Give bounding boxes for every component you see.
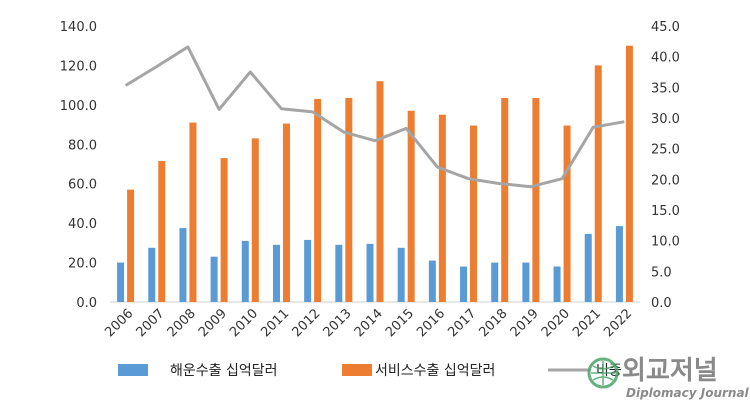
watermark-title: 외교저널 <box>622 356 718 386</box>
shipping-export-bar <box>241 240 249 302</box>
share-line <box>124 45 625 189</box>
shipping-export-bar <box>460 266 468 302</box>
service-export-bar <box>532 97 540 302</box>
x-tick-label: 2006 <box>102 306 136 340</box>
x-tick-label: 2008 <box>165 306 199 340</box>
shipping-export-bar <box>428 260 436 302</box>
right-tick-label: 30.0 <box>651 112 680 127</box>
right-tick-label: 15.0 <box>651 204 680 219</box>
shipping-export-bar <box>366 243 374 302</box>
left-tick-label: 120.0 <box>60 59 97 74</box>
x-tick-label: 2017 <box>445 306 479 340</box>
right-tick-label: 20.0 <box>651 173 680 188</box>
left-tick-label: 60.0 <box>68 178 97 193</box>
shipping-export-bar <box>615 226 623 302</box>
shipping-export-bar <box>179 228 187 302</box>
service-export-bar <box>251 138 259 302</box>
service-export-bar <box>438 114 446 302</box>
service-export-bar <box>314 98 322 302</box>
service-export-bar <box>470 125 478 302</box>
left-tick-label: 80.0 <box>68 138 97 153</box>
service-export-bar <box>407 110 415 303</box>
right-tick-label: 35.0 <box>651 81 680 96</box>
legend-label-service: 서비스수출 십억달러 <box>375 363 495 379</box>
service-export-bar <box>376 81 384 302</box>
shipping-export-bar <box>148 247 156 302</box>
right-tick-label: 5.0 <box>651 265 672 280</box>
legend: 해운수출 십억달러 서비스수출 십억달러 비중 <box>118 363 622 379</box>
right-tick-label: 0.0 <box>651 296 672 311</box>
legend-label-shipping: 해운수출 십억달러 <box>170 363 278 379</box>
shipping-export-bar <box>397 247 405 302</box>
x-tick-label: 2013 <box>321 306 355 340</box>
x-tick-label: 2020 <box>539 306 573 340</box>
service-export-bar <box>501 97 509 302</box>
shipping-export-bar <box>117 262 125 302</box>
service-export-bar <box>345 97 353 302</box>
x-tick-label: 2015 <box>383 306 417 340</box>
x-tick-label: 2007 <box>134 306 168 340</box>
x-tick-label: 2014 <box>352 306 386 340</box>
service-export-bar <box>189 122 197 302</box>
globe-logo-icon <box>587 357 619 389</box>
watermark-subtitle: Diplomacy Journal <box>626 386 750 400</box>
right-tick-label: 40.0 <box>651 51 680 66</box>
left-tick-label: 100.0 <box>60 99 97 114</box>
shipping-export-bar <box>210 256 218 302</box>
right-tick-label: 25.0 <box>651 143 680 158</box>
right-tick-label: 10.0 <box>651 235 680 250</box>
x-tick-label: 2022 <box>601 306 635 340</box>
left-axis-ticks: 0.0 20.0 40.0 60.0 80.0 100.0 120.0 140.0 <box>60 20 97 311</box>
x-tick-label: 2011 <box>258 306 292 340</box>
left-tick-label: 20.0 <box>68 257 97 272</box>
service-export-bar <box>594 65 602 302</box>
shipping-export-bar <box>335 244 343 302</box>
shipping-export-bar <box>584 233 592 302</box>
x-tick-label: 2019 <box>508 306 542 340</box>
x-tick-label: 2010 <box>227 306 261 340</box>
right-tick-label: 45.0 <box>651 20 680 35</box>
line-series <box>124 45 625 189</box>
service-export-bar <box>563 125 571 302</box>
x-tick-label: 2021 <box>570 306 604 340</box>
service-export-bar <box>220 158 228 302</box>
service-export-bar <box>127 189 135 302</box>
shipping-export-bar <box>491 262 499 302</box>
bar-series <box>117 45 633 303</box>
left-tick-label: 40.0 <box>68 217 97 232</box>
shipping-export-bar <box>272 244 280 302</box>
x-axis-ticks: 2006200720082009201020112012201320142015… <box>102 306 635 340</box>
shipping-export-bar <box>522 262 530 302</box>
x-tick-label: 2009 <box>196 306 230 340</box>
service-export-bar <box>158 161 166 302</box>
x-tick-label: 2012 <box>289 306 323 340</box>
x-tick-label: 2018 <box>477 306 511 340</box>
left-tick-label: 140.0 <box>60 20 97 35</box>
service-export-bar <box>282 123 290 302</box>
right-axis-ticks: 0.0 5.0 10.0 15.0 20.0 25.0 30.0 35.0 40.0 45.0 <box>651 20 680 311</box>
shipping-export-bar <box>553 266 561 302</box>
legend-swatch-shipping <box>118 364 148 376</box>
service-export-bar <box>625 45 633 302</box>
x-tick-label: 2016 <box>414 306 448 340</box>
shipping-export-bar <box>304 239 312 302</box>
left-tick-label: 0.0 <box>76 296 97 311</box>
globe-grid-icon <box>591 361 615 385</box>
legend-swatch-service <box>342 364 372 376</box>
